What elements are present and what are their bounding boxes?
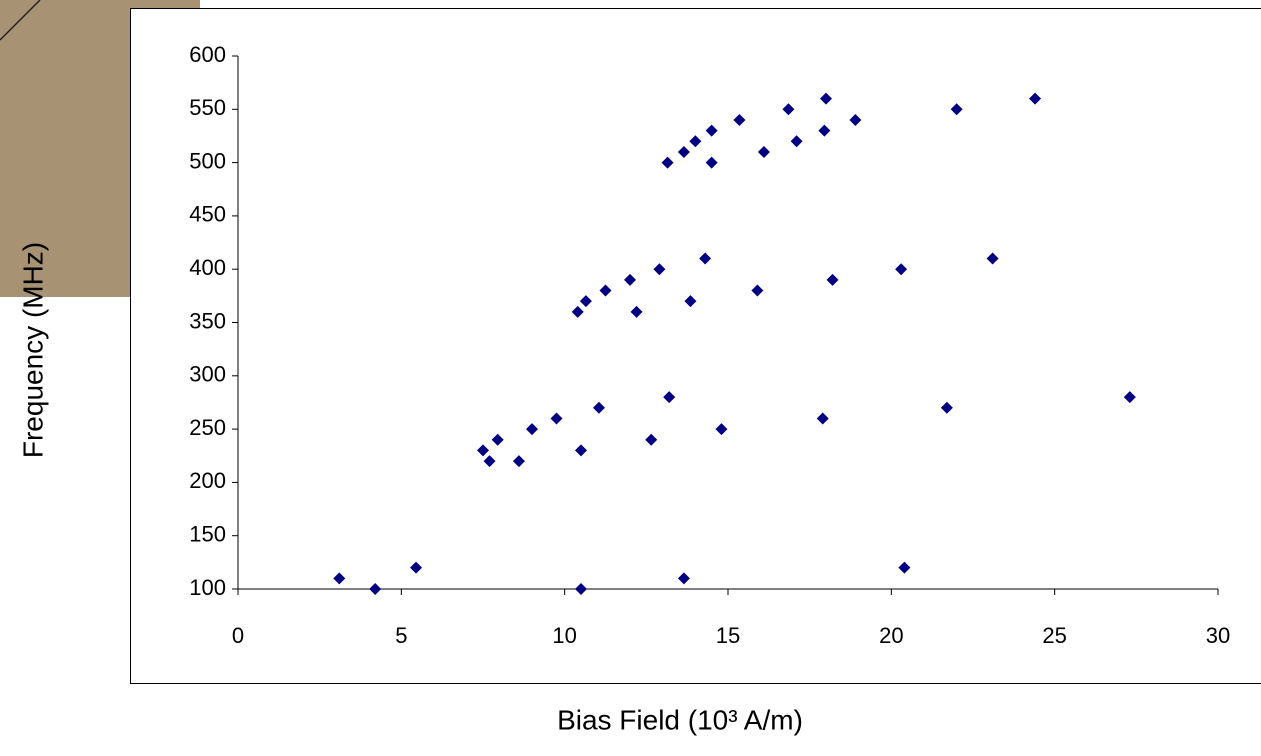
y-axis-label: Frequency (MHz) — [17, 242, 48, 458]
x-tick-label: 20 — [879, 623, 903, 648]
y-tick-label: 100 — [189, 575, 226, 600]
x-tick-label: 10 — [552, 623, 576, 648]
y-tick-label: 350 — [189, 308, 226, 333]
x-tick-label: 30 — [1206, 623, 1230, 648]
y-tick-label: 550 — [189, 95, 226, 120]
y-tick-label: 400 — [189, 255, 226, 280]
chart-frame — [131, 9, 1261, 684]
y-tick-label: 500 — [189, 148, 226, 173]
y-tick-label: 250 — [189, 415, 226, 440]
x-tick-label: 5 — [395, 623, 407, 648]
x-tick-label: 25 — [1042, 623, 1066, 648]
y-tick-label: 450 — [189, 202, 226, 227]
x-tick-label: 15 — [716, 623, 740, 648]
y-tick-label: 200 — [189, 468, 226, 493]
y-tick-label: 300 — [189, 362, 226, 387]
y-tick-label: 150 — [189, 522, 226, 547]
x-axis-label: Bias Field (10³ A/m) — [557, 704, 803, 735]
x-tick-label: 0 — [232, 623, 244, 648]
y-tick-label: 600 — [189, 42, 226, 67]
